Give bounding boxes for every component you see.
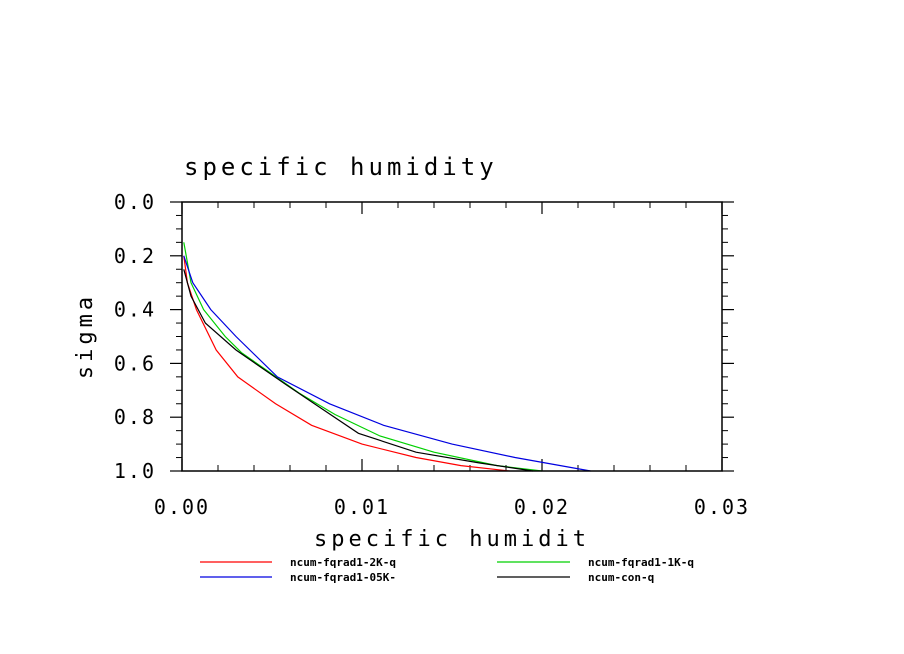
y-tick-label: 0.0 [114, 190, 156, 214]
y-tick-label: 0.4 [114, 298, 156, 322]
x-axis-label: specific humidit [314, 527, 590, 552]
series-line-4 [183, 269, 534, 472]
legend-label: ncum-fqrad1-1K-q [588, 556, 694, 569]
y-tick-label: 1.0 [114, 459, 156, 483]
y-tick-label: 0.8 [114, 405, 156, 429]
plot-frame [181, 201, 723, 472]
chart-title: specific humidity [184, 153, 498, 181]
series-line-2 [183, 242, 543, 472]
series-line-1 [183, 255, 510, 472]
x-tick-label: 0.01 [334, 495, 390, 519]
legend-label: ncum-fqrad1-2K-q [290, 556, 396, 569]
y-tick-label: 0.2 [114, 244, 156, 268]
x-tick-label: 0.02 [514, 495, 570, 519]
series-line-3 [183, 255, 591, 472]
x-tick-label: 0.03 [694, 495, 750, 519]
x-tick-label: 0.00 [154, 495, 210, 519]
legend-label: ncum-fqrad1-05K- [290, 571, 396, 584]
y-tick-label: 0.6 [114, 351, 156, 375]
y-axis-label: sigma [73, 293, 98, 379]
legend-label: ncum-con-q [588, 571, 654, 584]
